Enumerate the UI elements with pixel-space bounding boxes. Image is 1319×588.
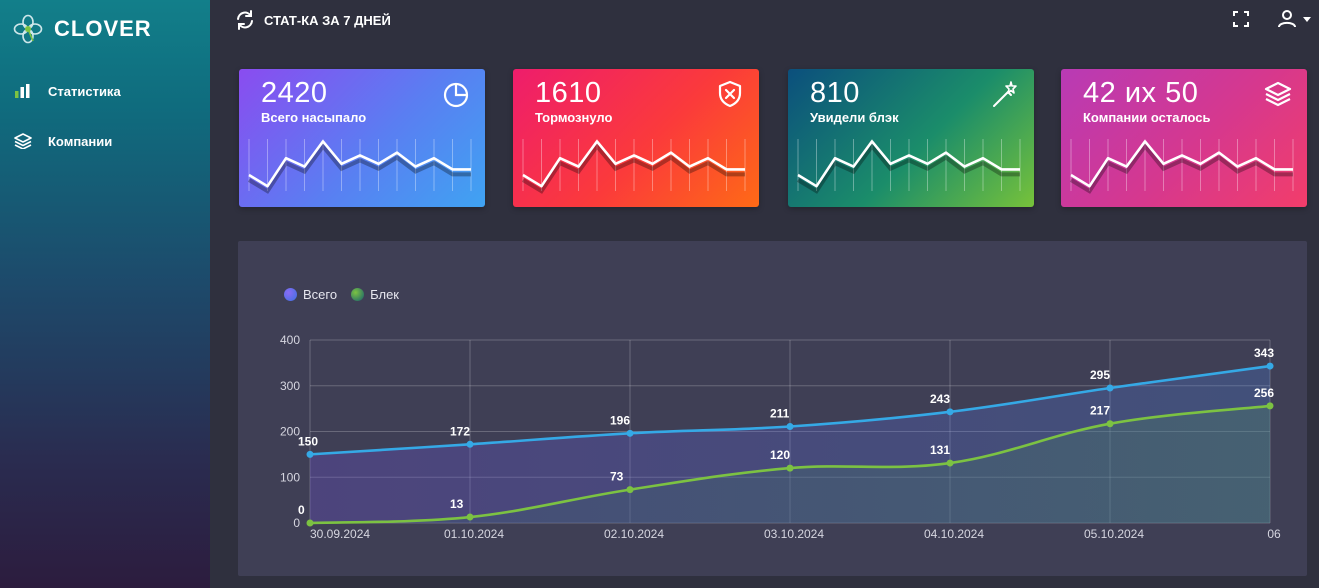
stat-value: 810	[810, 77, 860, 109]
data-label-black: 73	[610, 470, 624, 484]
line-chart: 0 100 200 300 400 30.09.2024 01.10.2024 02.10.2…	[280, 333, 1281, 541]
stat-label: Тормознуло	[535, 110, 613, 125]
data-point-total[interactable]	[1266, 362, 1274, 370]
stat-value: 2420	[261, 77, 328, 109]
brand[interactable]: CLOVER	[12, 14, 152, 44]
refresh-icon[interactable]	[234, 10, 256, 30]
sparkline-path	[248, 140, 471, 188]
data-point-black[interactable]	[786, 464, 794, 472]
layers-icon	[14, 133, 32, 149]
data-label-total: 211	[770, 406, 790, 420]
data-label-black: 13	[450, 497, 464, 511]
data-label-total: 295	[1090, 368, 1110, 382]
user-icon	[1278, 10, 1296, 28]
sparkline-shadow	[247, 143, 471, 194]
data-point-total[interactable]	[466, 440, 474, 448]
legend-dot-total	[284, 287, 297, 301]
bar-chart-icon	[14, 83, 32, 99]
data-point-total[interactable]	[946, 408, 954, 416]
data-point-black[interactable]	[306, 519, 314, 527]
data-label-total: 172	[450, 424, 470, 438]
data-label-black: 0	[298, 503, 305, 517]
clover-logo-icon	[13, 14, 43, 44]
legend-dot-black	[351, 287, 365, 301]
sidebar: CLOVER Статистика Компании	[0, 0, 210, 588]
user-menu[interactable]	[1276, 9, 1312, 29]
stat-card-total: 2420 Всего насыпало	[239, 69, 485, 207]
brand-name: CLOVER	[54, 16, 152, 41]
data-label-black: 217	[1090, 404, 1110, 418]
sparkline	[247, 139, 472, 194]
x-tick-label: 04.10.2024	[924, 527, 984, 541]
x-tick-label: 06	[1267, 527, 1281, 541]
data-point-total[interactable]	[626, 429, 634, 437]
stat-value: 42 их 50	[1083, 77, 1199, 109]
pie-chart-icon	[443, 82, 469, 108]
sparkline-shadow	[521, 143, 745, 194]
x-tick-label: 01.10.2024	[444, 527, 504, 541]
top-bar: СТАТ-КА ЗА 7 ДНЕЙ	[210, 0, 1319, 42]
legend-label: Всего	[303, 286, 338, 302]
layers-icon	[1264, 81, 1292, 107]
sparkline-path	[1070, 140, 1293, 188]
x-tick-label: 30.09.2024	[310, 527, 370, 541]
sidebar-item-label: Статистика	[48, 83, 121, 99]
stat-label: Увидели блэк	[810, 110, 899, 125]
shield-x-icon	[718, 80, 742, 108]
data-label-total: 343	[1254, 346, 1274, 360]
page-title: СТАТ-КА ЗА 7 ДНЕЙ	[264, 13, 391, 28]
y-tick-label: 400	[280, 333, 300, 347]
stat-card-black: 810 Увидели блэк	[788, 69, 1034, 207]
y-tick-label: 100	[280, 470, 300, 484]
data-label-total: 243	[930, 392, 950, 406]
sidebar-item-label: Компании	[48, 133, 113, 149]
fullscreen-icon[interactable]	[1230, 9, 1252, 29]
data-point-black[interactable]	[946, 459, 954, 467]
data-point-total[interactable]	[786, 422, 794, 430]
sparkline-shadow	[796, 143, 1020, 194]
stat-value: 1610	[535, 77, 602, 109]
data-label-black: 256	[1254, 386, 1274, 400]
sparkline-path	[522, 140, 745, 188]
data-point-black[interactable]	[1266, 402, 1274, 410]
data-point-black[interactable]	[466, 513, 474, 521]
chart-legend: Всего Блек	[284, 286, 413, 302]
x-tick-label: 02.10.2024	[604, 527, 664, 541]
sidebar-item-statistics[interactable]: Статистика	[14, 81, 121, 101]
data-label-total: 150	[298, 434, 318, 448]
y-tick-label: 200	[280, 425, 300, 439]
stat-card-stopped: 1610 Тормознуло	[513, 69, 759, 207]
sidebar-item-companies[interactable]: Компании	[14, 131, 112, 151]
data-label-total: 196	[610, 413, 630, 427]
caret-down-icon	[1303, 17, 1311, 22]
y-tick-label: 300	[280, 379, 300, 393]
sparkline-shadow	[1069, 143, 1293, 194]
series-area-black	[310, 405, 1270, 523]
sparkline	[521, 139, 746, 194]
data-label-black: 131	[930, 443, 950, 457]
data-label-black: 120	[770, 448, 790, 462]
legend-item-total[interactable]: Всего	[284, 287, 337, 302]
data-point-black[interactable]	[626, 486, 634, 494]
sparkline-path	[797, 140, 1020, 188]
stat-card-companies: 42 их 50 Компании осталось	[1061, 69, 1307, 207]
data-point-black[interactable]	[1106, 420, 1114, 428]
data-point-total[interactable]	[1106, 384, 1114, 392]
legend-item-black[interactable]: Блек	[351, 287, 399, 302]
sparkline	[796, 139, 1021, 194]
sparkline	[1069, 139, 1294, 194]
x-tick-label: 05.10.2024	[1084, 527, 1144, 541]
data-point-total[interactable]	[306, 450, 314, 458]
stat-label: Всего насыпало	[261, 110, 367, 125]
magic-wand-icon	[993, 81, 1017, 107]
legend-label: Блек	[370, 286, 399, 302]
x-tick-label: 03.10.2024	[764, 527, 824, 541]
stat-label: Компании осталось	[1083, 110, 1211, 125]
y-tick-label: 0	[293, 516, 300, 530]
